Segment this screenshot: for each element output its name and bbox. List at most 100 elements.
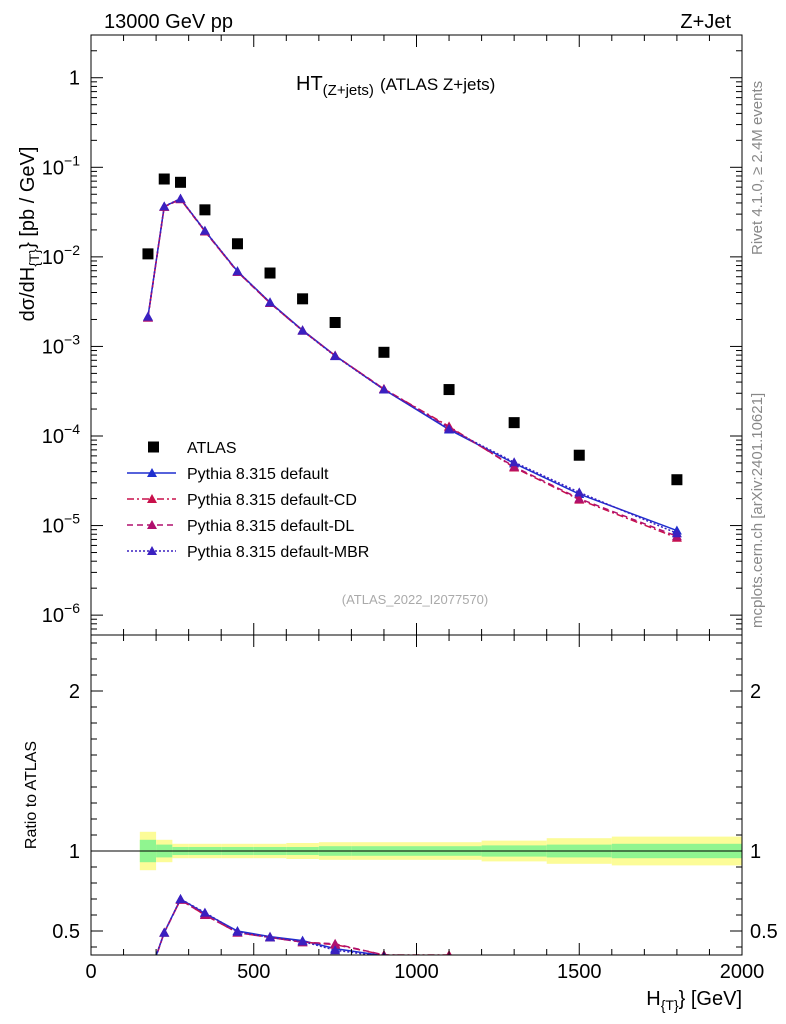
ratio-y-tick-label-left: 0.5 — [52, 921, 80, 943]
series-marker-mbr — [330, 351, 341, 361]
ratio-marker-mbr — [175, 894, 186, 903]
legend: ATLAS Pythia 8.315 default Pythia 8.315 de… — [127, 440, 369, 561]
legend-label-data: ATLAS — [187, 440, 237, 457]
legend-label-mbr: Pythia 8.315 default-MBR — [187, 544, 369, 561]
rivet-label: Rivet 4.1.0, ≥ 2.4M events — [749, 81, 766, 255]
main-series-group — [142, 173, 683, 542]
series-line-dl — [147, 198, 678, 537]
series-line-mbr — [147, 197, 678, 534]
ratio-line-default — [155, 897, 384, 955]
legend-marker-mbr — [147, 546, 157, 555]
data-point-atlas — [443, 384, 455, 396]
ratio-y-tick-label-right: 0.5 — [750, 921, 778, 943]
title-main: HT — [296, 73, 323, 95]
legend-marker-dl — [147, 520, 157, 529]
main-y-tick-base: 10 — [42, 247, 64, 269]
series-marker-mbr — [175, 193, 186, 203]
xlabel-tail: } [GeV] — [679, 988, 742, 1010]
data-point-atlas — [671, 474, 683, 486]
ratio-marker-mbr — [143, 974, 153, 983]
main-y-tick-exponent: −3 — [64, 331, 80, 347]
xlabel-lead: H — [646, 988, 660, 1010]
x-tick-label: 1000 — [394, 961, 439, 983]
data-point-atlas — [573, 449, 585, 461]
data-point-atlas — [142, 248, 154, 260]
data-point-atlas — [329, 317, 341, 329]
x-tick-label: 1500 — [557, 961, 602, 983]
data-point-atlas — [199, 204, 211, 216]
ratio-y-tick-label-right: 1 — [750, 841, 761, 863]
series-marker-dl — [574, 493, 585, 503]
ratio-y-tick-label-left: 2 — [69, 681, 80, 703]
legend-marker-default — [147, 468, 157, 477]
main-y-tick-label: 1 — [69, 68, 80, 90]
main-y-tick-label: 10−3 — [42, 331, 80, 358]
xlabel-sub: {T} — [661, 997, 679, 1013]
main-plot-title: HT(Z+jets) (ATLAS Z+jets) — [296, 73, 495, 99]
main-ylabel-lead: dσ/dH — [17, 267, 39, 322]
ratio-line-mbr — [155, 897, 378, 955]
legend-label-dl: Pythia 8.315 default-DL — [187, 518, 354, 535]
main-ylabel-tail: } [pb / GeV] — [17, 147, 39, 249]
svg-text:HT(Z+jets)(ATLAS Z+jets): HT(Z+jets) (ATLAS Z+jets) — [296, 73, 495, 99]
data-point-atlas — [264, 267, 276, 279]
header-right: Z+Jet — [680, 11, 731, 33]
legend-marker-atlas — [148, 441, 159, 453]
ratio-marker-dl — [330, 938, 341, 948]
main-y-tick-base: 1 — [69, 68, 80, 90]
ratio-marker-dl — [143, 976, 153, 985]
main-y-tick-label: 10−6 — [42, 600, 80, 627]
ratio-marker-mbr — [265, 932, 276, 942]
header-left: 13000 GeV pp — [104, 11, 233, 33]
series-marker-mbr — [142, 311, 153, 321]
series-marker-mbr — [574, 487, 585, 497]
series-marker-mbr — [671, 528, 682, 538]
main-y-tick-label: 10−4 — [42, 421, 80, 448]
main-ylabel-sub: {T} — [26, 249, 42, 267]
ratio-frame — [90, 634, 743, 956]
main-y-tick-base: 10 — [42, 336, 64, 358]
x-tick-label: 0 — [85, 961, 96, 983]
main-y-tick-exponent: −1 — [64, 152, 80, 168]
ratio-y-axis-label: Ratio to ATLAS — [23, 741, 40, 849]
ratio-marker-mbr — [159, 927, 170, 937]
title-tail: (ATLAS Z+jets) — [380, 75, 495, 94]
series-line-cd — [147, 198, 678, 539]
series-marker-mbr — [378, 384, 389, 394]
ratio-marker-mbr — [232, 926, 243, 936]
main-y-tick-base: 10 — [42, 516, 64, 538]
series-marker-mbr — [199, 225, 210, 235]
ratio-marker-cd — [143, 976, 153, 985]
data-point-atlas — [231, 238, 243, 250]
ratio-y-tick-label-left: 1 — [69, 841, 80, 863]
analysis-tag: (ATLAS_2022_I2077570) — [342, 592, 488, 607]
data-point-atlas — [175, 176, 187, 188]
series-marker-mbr — [159, 201, 170, 211]
title-sub: (Z+jets) — [323, 82, 374, 99]
ratio-marker-mbr — [297, 936, 308, 946]
x-axis-label: H{T}} [GeV] — [646, 988, 742, 1013]
ratio-y-ticks: 0.5 0.5 1 1 2 2 — [52, 642, 778, 948]
ratio-marker-default — [143, 974, 153, 983]
main-y-tick-base: 10 — [42, 426, 64, 448]
main-y-tick-base: 10 — [42, 157, 64, 179]
series-marker-mbr — [232, 266, 243, 276]
legend-label-cd: Pythia 8.315 default-CD — [187, 492, 357, 509]
data-point-atlas — [508, 417, 520, 429]
ratio-marker-mbr — [444, 956, 454, 965]
data-point-atlas — [378, 346, 390, 358]
ratio-marker-mbr — [330, 945, 341, 955]
main-y-axis-label: dσ/dH{T}} [pb / GeV] — [17, 147, 42, 322]
main-y-ticks: 110−110−210−310−410−510−6 — [42, 34, 742, 636]
legend-marker-cd — [147, 494, 157, 503]
x-tick-label: 500 — [237, 961, 270, 983]
ratio-panel: 0.5 0.5 1 1 2 2 0 500 1000 1500 2000 Ratio to ATL… — [23, 35, 778, 1013]
data-point-atlas — [158, 173, 170, 185]
main-y-tick-exponent: −5 — [64, 511, 80, 527]
series-marker-mbr — [265, 297, 276, 307]
ratio-marker-default — [444, 956, 454, 965]
data-point-atlas — [297, 293, 309, 305]
x-ticks: 0 500 1000 1500 2000 — [85, 35, 764, 983]
x-tick-label: 2000 — [720, 961, 765, 983]
